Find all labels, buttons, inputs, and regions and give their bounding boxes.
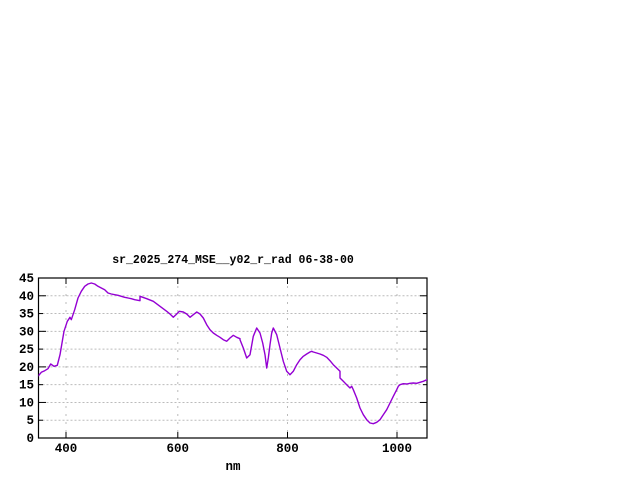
- svg-text:sr_2025_274_MSE__y02_r_rad 06-: sr_2025_274_MSE__y02_r_rad 06-38-00: [112, 254, 354, 267]
- svg-text:5: 5: [26, 414, 34, 428]
- svg-text:35: 35: [19, 308, 34, 322]
- svg-text:600: 600: [167, 442, 190, 456]
- svg-text:0: 0: [26, 432, 34, 446]
- svg-text:800: 800: [276, 442, 299, 456]
- svg-text:400: 400: [55, 442, 78, 456]
- svg-text:10: 10: [19, 396, 34, 410]
- svg-text:nm: nm: [225, 460, 241, 474]
- svg-text:15: 15: [19, 379, 34, 393]
- svg-text:30: 30: [19, 325, 34, 339]
- svg-text:1000: 1000: [382, 442, 412, 456]
- svg-text:40: 40: [19, 290, 34, 304]
- svg-text:25: 25: [19, 343, 34, 357]
- svg-text:45: 45: [19, 272, 34, 286]
- svg-text:20: 20: [19, 361, 34, 375]
